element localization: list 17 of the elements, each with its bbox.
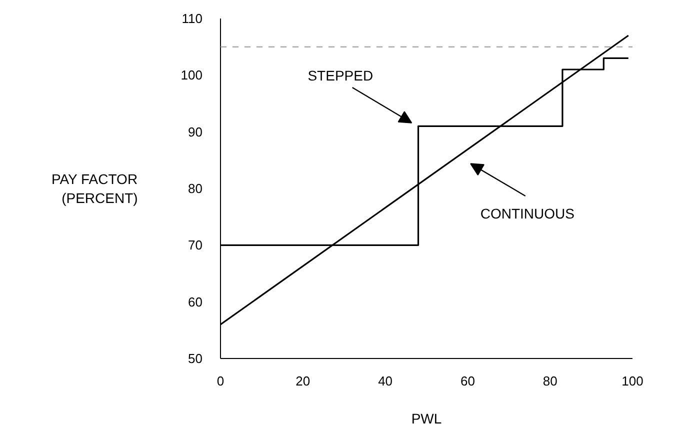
y-tick-label: 80 [188,181,203,196]
y-tick-label: 50 [188,351,203,366]
x-tick-label: 0 [216,374,224,388]
annotation: CONTINUOUS [480,205,575,222]
y-tick-label: 100 [180,68,203,83]
y-tick-label: 90 [188,124,203,140]
y-tick-label: 110 [182,11,203,26]
x-tick-label: 40 [378,374,393,388]
x-tick-label: 100 [622,374,644,388]
y-axis-title: PAY FACTOR (PERCENT) [51,170,138,206]
x-tick-label: 80 [542,374,558,388]
x-tick-label: 20 [296,374,310,388]
y-tick-label: 70 [188,238,203,253]
y-tick-label: 60 [188,294,203,310]
annotation: STEPPED [308,68,374,84]
x-tick-label: 60 [460,374,475,388]
x-axis-title: PWL [411,410,442,426]
